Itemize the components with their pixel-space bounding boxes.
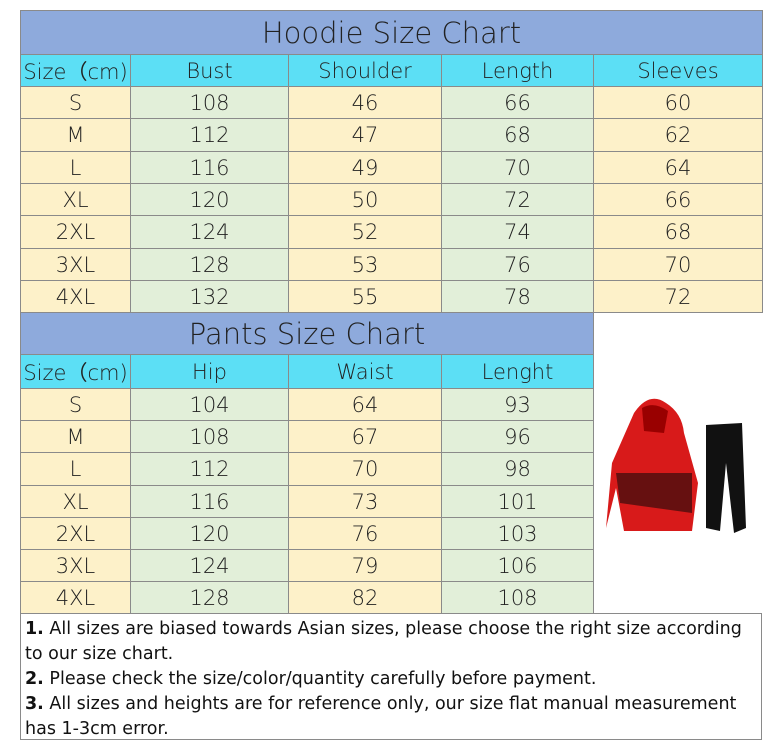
table-cell: 108 xyxy=(130,420,289,453)
table-cell: 112 xyxy=(130,452,289,486)
table-cell: 72 xyxy=(593,280,763,313)
notes: 1. All sizes are biased towards Asian si… xyxy=(20,613,762,740)
table-cell: 101 xyxy=(441,485,594,518)
table-cell: 103 xyxy=(441,517,594,550)
header-cell: Sleeves xyxy=(593,54,763,87)
table-cell: XL xyxy=(20,485,131,518)
table-cell: 78 xyxy=(441,280,594,313)
table-cell: 47 xyxy=(288,118,442,152)
header-cell: Bust xyxy=(130,54,289,87)
table-cell: L xyxy=(20,452,131,486)
table-cell: 2XL xyxy=(20,215,131,249)
table-cell: 124 xyxy=(130,215,289,249)
table-cell: 70 xyxy=(593,248,763,281)
table-cell: L xyxy=(20,151,131,184)
table-cell: 74 xyxy=(441,215,594,249)
table-cell: 46 xyxy=(288,86,442,119)
table-cell: 128 xyxy=(130,581,289,614)
table-cell: 70 xyxy=(288,452,442,486)
table-cell: 4XL xyxy=(20,581,131,614)
header-cell: Size（cm) xyxy=(20,54,131,87)
table-cell: 3XL xyxy=(20,549,131,582)
table-cell: 66 xyxy=(441,86,594,119)
table-cell: 132 xyxy=(130,280,289,313)
table-cell: 76 xyxy=(288,517,442,550)
table-cell: 96 xyxy=(441,420,594,453)
table-cell: 70 xyxy=(441,151,594,184)
note-text: All sizes are biased towards Asian sizes… xyxy=(25,619,742,664)
table-cell: 128 xyxy=(130,248,289,281)
table-cell: 106 xyxy=(441,549,594,582)
table-cell: 55 xyxy=(288,280,442,313)
table-cell: 4XL xyxy=(20,280,131,313)
table-cell: 66 xyxy=(593,183,763,216)
header-cell: Shoulder xyxy=(288,54,442,87)
table-title: Pants Size Chart xyxy=(20,312,594,355)
table-cell: M xyxy=(20,118,131,152)
note: 1. All sizes are biased towards Asian si… xyxy=(25,617,757,667)
note-number: 2. xyxy=(25,669,44,689)
table-cell: M xyxy=(20,420,131,453)
table-cell: 82 xyxy=(288,581,442,614)
table-title: Hoodie Size Chart xyxy=(20,10,763,55)
table-cell: S xyxy=(20,388,131,421)
table-cell: XL xyxy=(20,183,131,216)
table-cell: 104 xyxy=(130,388,289,421)
table-cell: 49 xyxy=(288,151,442,184)
table-cell: 67 xyxy=(288,420,442,453)
table-cell: 120 xyxy=(130,183,289,216)
table-cell: 108 xyxy=(441,581,594,614)
table-cell: 62 xyxy=(593,118,763,152)
note: 2. Please check the size/color/quantity … xyxy=(25,667,757,692)
table-cell: 116 xyxy=(130,151,289,184)
table-cell: 64 xyxy=(288,388,442,421)
table-cell: 64 xyxy=(593,151,763,184)
table-cell: 112 xyxy=(130,118,289,152)
note-text: Please check the size/color/quantity car… xyxy=(49,669,597,689)
table-cell: 50 xyxy=(288,183,442,216)
header-cell: Size（cm) xyxy=(20,354,131,389)
table-cell: S xyxy=(20,86,131,119)
table-cell: 52 xyxy=(288,215,442,249)
table-cell: 108 xyxy=(130,86,289,119)
table-cell: 120 xyxy=(130,517,289,550)
table-cell: 53 xyxy=(288,248,442,281)
table-cell: 79 xyxy=(288,549,442,582)
product-image xyxy=(594,313,761,612)
table-cell: 2XL xyxy=(20,517,131,550)
table-cell: 60 xyxy=(593,86,763,119)
table-cell: 3XL xyxy=(20,248,131,281)
header-cell: Length xyxy=(441,54,594,87)
table-cell: 68 xyxy=(441,118,594,152)
table-cell: 98 xyxy=(441,452,594,486)
table-cell: 76 xyxy=(441,248,594,281)
note-number: 3. xyxy=(25,694,44,714)
table-cell: 73 xyxy=(288,485,442,518)
table-cell: 124 xyxy=(130,549,289,582)
header-cell: Hip xyxy=(130,354,289,389)
table-cell: 68 xyxy=(593,215,763,249)
table-cell: 116 xyxy=(130,485,289,518)
header-cell: Waist xyxy=(288,354,442,389)
header-cell: Lenght xyxy=(441,354,594,389)
note-text: All sizes and heights are for reference … xyxy=(25,694,737,739)
note-number: 1. xyxy=(25,619,44,639)
table-cell: 93 xyxy=(441,388,594,421)
table-cell: 72 xyxy=(441,183,594,216)
note: 3. All sizes and heights are for referen… xyxy=(25,692,757,742)
